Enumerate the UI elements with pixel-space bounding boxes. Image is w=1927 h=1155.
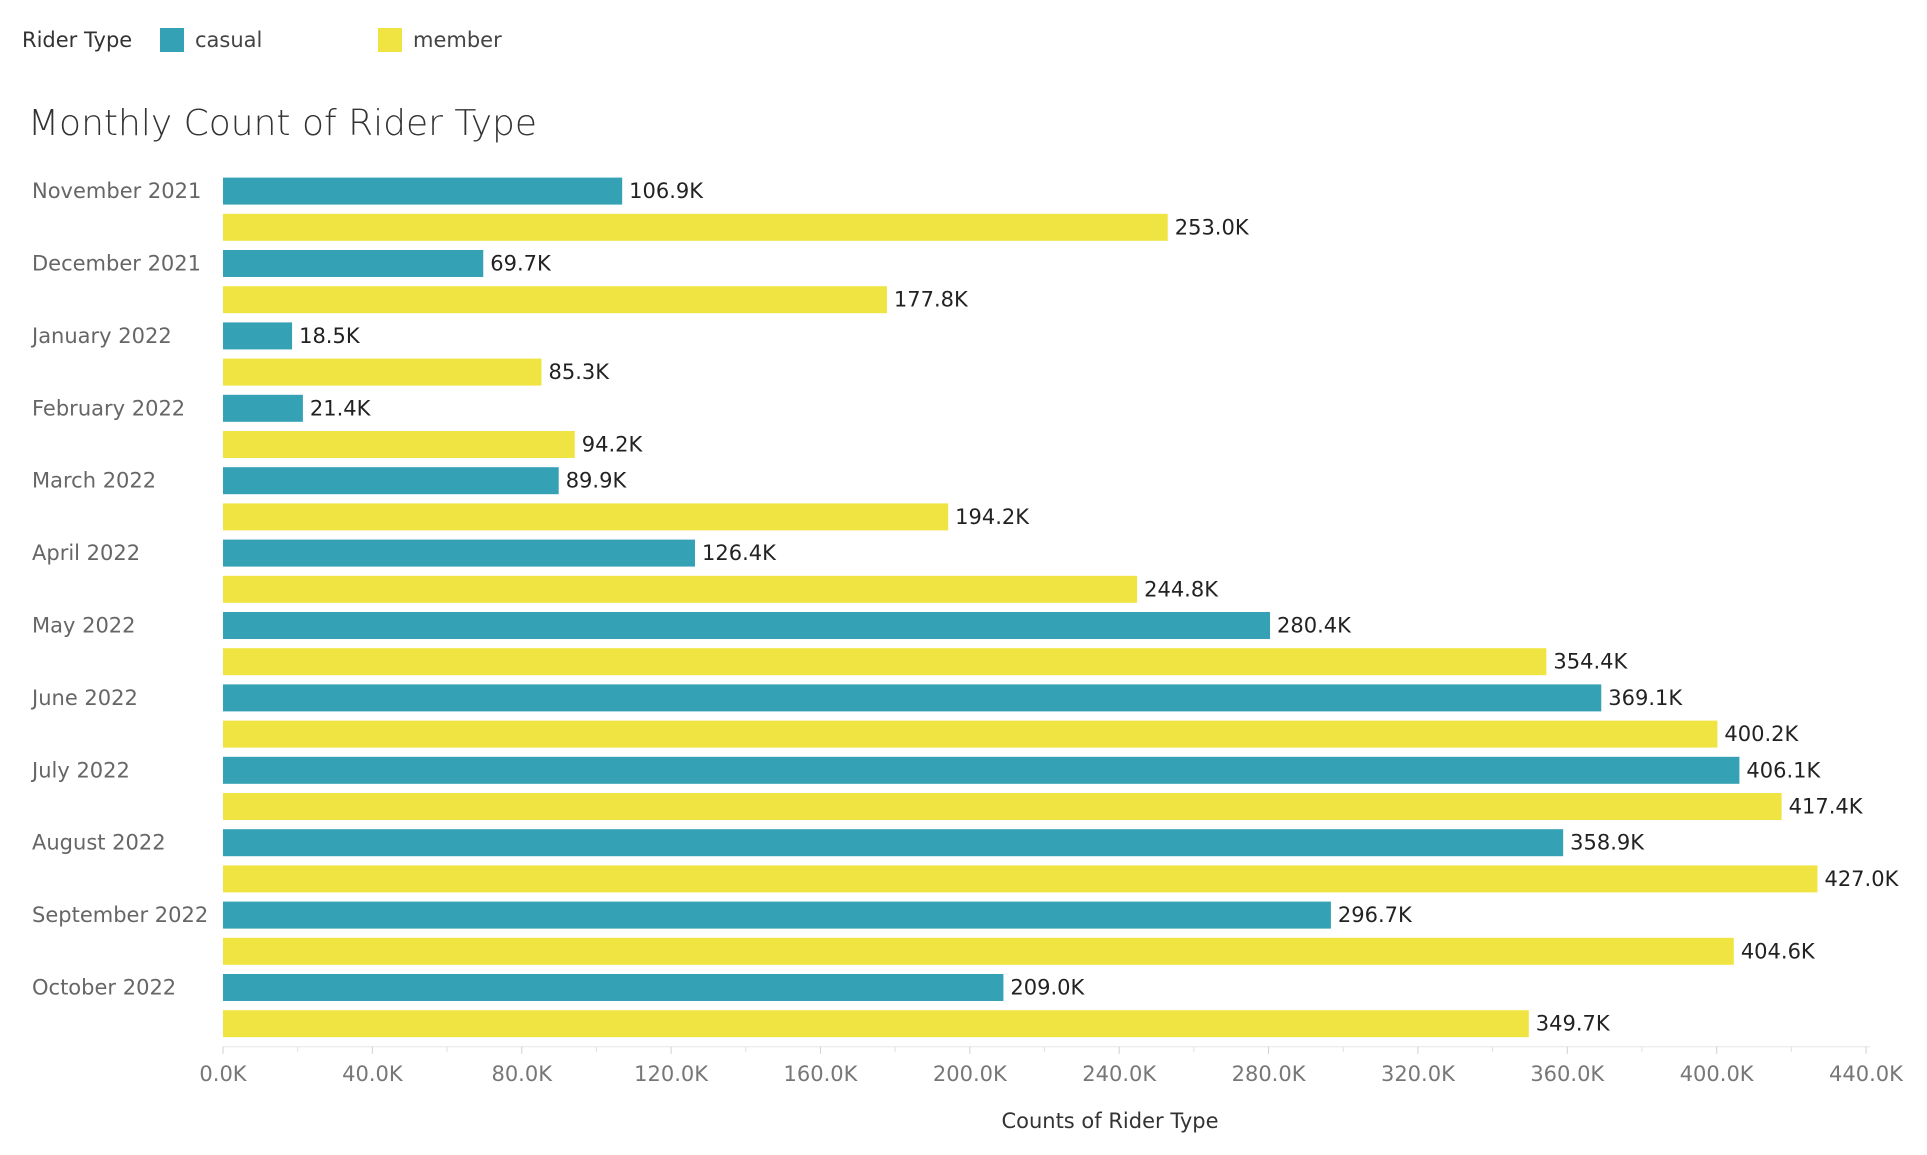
category-label: January 2022: [30, 324, 172, 348]
data-label: 21.4K: [310, 396, 372, 420]
data-label: 427.0K: [1824, 867, 1899, 891]
bar-casual: [223, 322, 293, 350]
bar-casual: [223, 829, 1564, 857]
bar-member: [223, 431, 575, 458]
x-tick-label: 280.0K: [1232, 1062, 1307, 1086]
bar-member: [223, 865, 1818, 893]
bar-member: [223, 358, 542, 386]
x-tick-label: 80.0K: [491, 1062, 553, 1086]
bar-member: [223, 503, 949, 531]
bar-member: [223, 213, 1168, 241]
category-label: July 2022: [30, 758, 130, 782]
data-label: 406.1K: [1746, 758, 1821, 782]
category-label: October 2022: [32, 976, 176, 1000]
legend-title: Rider Type: [22, 28, 133, 52]
bar-member: [223, 648, 1547, 676]
legend-swatch-casual: [160, 28, 184, 52]
bar-member: [223, 286, 887, 314]
x-tick-label: 440.0K: [1829, 1062, 1904, 1086]
data-label: 244.8K: [1144, 577, 1219, 601]
category-label: April 2022: [32, 541, 140, 565]
category-label: March 2022: [32, 469, 156, 493]
x-tick-label: 240.0K: [1082, 1062, 1157, 1086]
data-label: 349.7K: [1536, 1012, 1611, 1036]
data-label: 69.7K: [490, 252, 552, 276]
chart-title: Monthly Count of Rider Type: [28, 103, 538, 144]
data-label: 358.9K: [1570, 831, 1645, 855]
data-label: 106.9K: [629, 179, 704, 203]
legend-swatch-member: [378, 28, 402, 52]
category-label: February 2022: [32, 396, 185, 420]
legend-label-casual: casual: [195, 28, 263, 52]
data-label: 85.3K: [549, 360, 611, 384]
data-label: 126.4K: [702, 541, 777, 565]
x-tick-label: 200.0K: [933, 1062, 1008, 1086]
category-label: August 2022: [32, 831, 166, 855]
legend-label-member: member: [413, 28, 502, 52]
bar-casual: [223, 612, 1271, 639]
category-label: May 2022: [32, 614, 136, 638]
bar-member: [223, 793, 1782, 820]
data-label: 253.0K: [1175, 215, 1250, 239]
data-label: 369.1K: [1608, 686, 1683, 710]
x-tick-label: 160.0K: [784, 1062, 859, 1086]
data-label: 417.4K: [1789, 795, 1864, 819]
category-label: November 2021: [32, 179, 201, 203]
bar-casual: [223, 901, 1331, 929]
bar-casual: [223, 756, 1740, 784]
bar-member: [223, 720, 1718, 748]
x-tick-label: 320.0K: [1381, 1062, 1456, 1086]
bar-casual: [223, 467, 559, 495]
category-label: September 2022: [32, 903, 208, 927]
bar-member: [223, 1010, 1529, 1038]
data-label: 354.4K: [1553, 650, 1628, 674]
x-tick-label: 120.0K: [634, 1062, 709, 1086]
bar-casual: [223, 974, 1004, 1001]
data-label: 194.2K: [955, 505, 1030, 529]
x-tick-label: 0.0K: [199, 1062, 247, 1086]
data-label: 280.4K: [1277, 614, 1352, 638]
bar-casual: [223, 250, 484, 277]
data-label: 18.5K: [299, 324, 361, 348]
category-label: June 2022: [30, 686, 138, 710]
data-label: 209.0K: [1010, 976, 1085, 1000]
x-tick-label: 40.0K: [342, 1062, 404, 1086]
category-label: December 2021: [32, 252, 201, 276]
data-label: 89.9K: [566, 469, 628, 493]
data-label: 177.8K: [894, 288, 969, 312]
bar-member: [223, 937, 1734, 965]
x-tick-label: 360.0K: [1530, 1062, 1605, 1086]
x-tick-label: 400.0K: [1680, 1062, 1755, 1086]
bar-casual: [223, 684, 1602, 712]
data-label: 94.2K: [582, 433, 644, 457]
bar-casual: [223, 539, 695, 567]
x-axis-title: Counts of Rider Type: [1001, 1109, 1218, 1133]
bar-casual: [223, 394, 303, 422]
data-label: 296.7K: [1338, 903, 1413, 927]
data-label: 400.2K: [1724, 722, 1799, 746]
data-label: 404.6K: [1741, 939, 1816, 963]
bar-member: [223, 575, 1138, 603]
bar-casual: [223, 177, 623, 205]
